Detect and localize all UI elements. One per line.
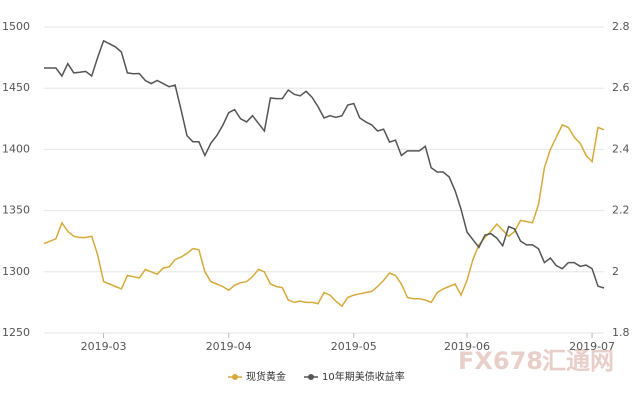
x-tick-label: 2019-06	[444, 340, 490, 353]
legend-swatch	[232, 374, 238, 380]
watermark: 汇通网	[542, 347, 614, 375]
legend-swatch	[308, 374, 314, 380]
y-tick-label: 1500	[2, 20, 30, 33]
y2-tick-label: 2	[612, 265, 619, 278]
x-tick-label: 2019-07	[569, 340, 615, 353]
y-tick-label: 1450	[2, 81, 30, 94]
legend-label: 10年期美债收益率	[322, 370, 405, 383]
y2-tick-label: 2.2	[612, 204, 630, 217]
y2-tick-label: 2.4	[612, 142, 630, 155]
x-tick-label: 2019-05	[331, 340, 377, 353]
y-tick-label: 1300	[2, 265, 30, 278]
x-tick-label: 2019-03	[81, 340, 127, 353]
y-tick-label: 1250	[2, 326, 30, 339]
watermark: FX678	[458, 347, 543, 375]
y-tick-label: 1350	[2, 204, 30, 217]
series-line	[43, 123, 605, 308]
series-line	[44, 39, 605, 289]
y2-tick-label: 1.8	[612, 326, 630, 339]
y2-tick-label: 2.8	[612, 20, 630, 33]
legend-label: 现货黄金	[246, 370, 286, 383]
y-tick-label: 1400	[2, 142, 30, 155]
x-tick-label: 2019-04	[206, 340, 252, 353]
y2-tick-label: 2.6	[612, 81, 630, 94]
